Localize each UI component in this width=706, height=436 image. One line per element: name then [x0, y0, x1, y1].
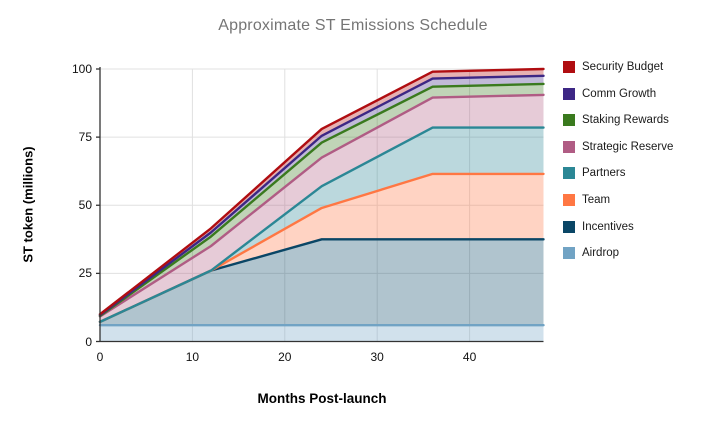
chart-title: Approximate ST Emissions Schedule	[218, 17, 488, 34]
x-tick-label-30: 30	[370, 350, 384, 364]
y-tick-label-75: 75	[78, 130, 92, 145]
series-lines	[98, 67, 545, 327]
y-tick-label-100: 100	[71, 62, 92, 76]
area-band-incentives	[100, 239, 544, 326]
y-axis-title: ST token (millions)	[20, 146, 36, 263]
legend-swatch-security-budget	[563, 61, 575, 73]
legend-item-airdrop: Airdrop	[563, 246, 619, 260]
area-band-airdrop	[100, 325, 544, 342]
legend-label: Airdrop	[582, 247, 620, 260]
legend-item-incentives: Incentives	[563, 220, 634, 234]
x-tick-label-0: 0	[96, 350, 104, 364]
x-tick-label-10: 10	[185, 350, 200, 364]
series-line-strategic-reserve	[98, 93, 545, 318]
legend-item-team: Team	[563, 193, 610, 207]
legend-swatch-comm-growth	[563, 87, 575, 100]
legend-label: Comm Growth	[582, 87, 657, 100]
axes	[96, 67, 544, 343]
series-line-comm-growth	[98, 74, 545, 317]
legend-swatch-airdrop	[563, 247, 575, 260]
y-tick-label-0: 0	[85, 334, 92, 349]
legend-item-partners: Partners	[563, 166, 625, 180]
legend-swatch-team	[563, 194, 575, 206]
legend-swatch-partners	[563, 167, 575, 180]
legend-item-staking-rewards: Staking Rewards	[563, 113, 669, 127]
legend-item-strategic-reserve: Strategic Reserve	[563, 140, 673, 154]
x-axis-title: Months Post-launch	[257, 391, 387, 406]
series-line-staking-rewards	[98, 82, 545, 318]
legend-label: Team	[582, 194, 611, 206]
series-line-security-budget	[98, 67, 545, 316]
series-line-partners	[98, 126, 545, 324]
legend-label: Strategic Reserve	[582, 140, 674, 153]
legend-label: Security Budget	[582, 61, 664, 73]
y-tick-label-25: 25	[78, 266, 92, 281]
legend-label: Partners	[582, 167, 626, 180]
area-band-strategic-reserve	[100, 94, 544, 322]
legend-item-security-budget: Security Budget	[563, 60, 663, 74]
area-bands	[100, 69, 544, 342]
area-band-partners	[100, 127, 544, 322]
x-tick-label-20: 20	[278, 350, 292, 364]
area-band-team	[100, 173, 544, 322]
x-tick-label-40: 40	[462, 350, 477, 364]
legend-label: Staking Rewards	[582, 114, 669, 127]
y-tick-label-50: 50	[78, 198, 92, 213]
legend-swatch-incentives	[563, 220, 575, 233]
legend-label: Incentives	[582, 220, 634, 233]
legend-item-comm-growth: Comm Growth	[563, 87, 656, 101]
legend-swatch-staking-rewards	[563, 114, 575, 127]
legend-swatch-strategic-reserve	[563, 140, 575, 153]
